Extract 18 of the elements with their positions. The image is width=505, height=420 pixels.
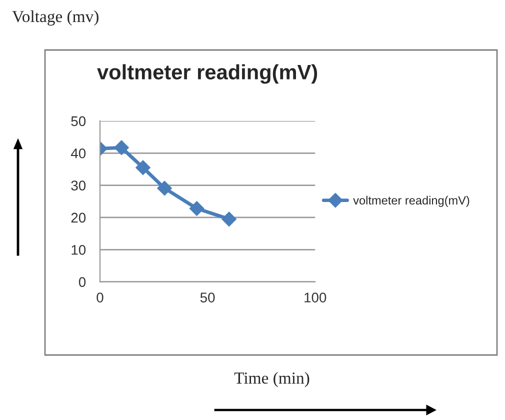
y-tick-label: 30 [71,180,86,190]
y-tick-label: 10 [72,244,86,255]
x-axis-title: Time (min) [234,372,310,388]
chart-title: voltmeter reading(mV) [97,64,318,84]
point [157,180,172,196]
x-tick-label: 0 [96,292,104,302]
y-tick-label: 50 [71,116,86,126]
legend-label: voltmeter reading(mV) [353,196,470,207]
y-tick-label: 20 [71,212,86,223]
x-tick-label: 50 [200,292,215,302]
point [222,212,236,226]
point [189,201,204,216]
point [114,140,129,156]
x-tick-label: 100 [304,292,326,302]
y-tick-label: 0 [78,277,86,287]
point [136,160,150,176]
y-tick-label: 40 [70,148,86,158]
text: Voltage (mv) [12,10,98,26]
